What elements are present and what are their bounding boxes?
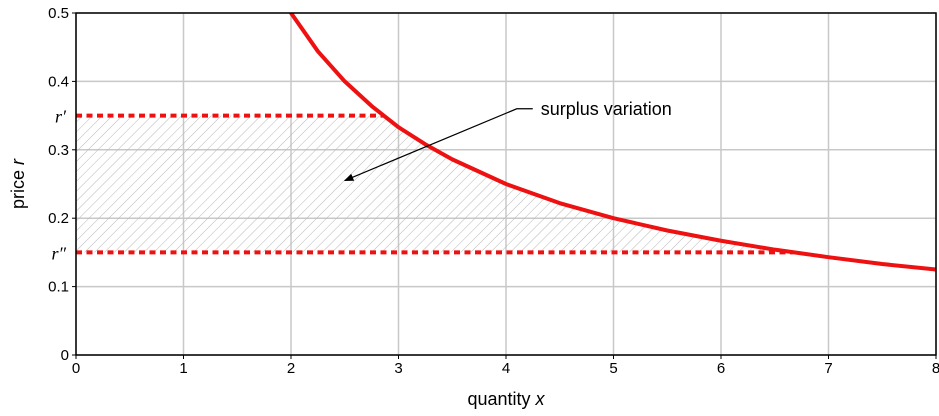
x-tick-label: 7	[824, 360, 832, 377]
annotation-label: surplus variation	[541, 99, 672, 119]
y-tick-label: 0.1	[48, 279, 69, 296]
price-level-label: r′	[55, 107, 67, 127]
y-tick-label: 0.3	[48, 142, 69, 159]
demand-curve-layer	[289, 13, 936, 272]
surplus-region	[76, 115, 795, 253]
x-tick-label: 1	[179, 360, 187, 377]
price-level-label: r″	[51, 243, 66, 263]
x-tick-label: 4	[502, 360, 510, 377]
x-tick-label: 5	[609, 360, 617, 377]
y-tick-label: 0.5	[48, 5, 69, 22]
x-tick-label: 3	[394, 360, 402, 377]
y-tick-label: 0.2	[48, 210, 69, 227]
demand-curve	[289, 13, 936, 272]
x-tick-label: 6	[717, 360, 725, 377]
tick-labels: 0 1 2 3 4 5 6 7 8 0 0.1 0.2 0.3 0.4 0.5	[48, 5, 939, 377]
x-tick-label: 8	[932, 360, 939, 377]
annotation-layer: surplus variation	[343, 99, 672, 182]
y-axis-title: price r	[8, 158, 28, 209]
x-tick-label: 2	[287, 360, 295, 377]
y-tick-label: 0	[61, 347, 69, 364]
y-tick-label: 0.4	[48, 73, 69, 90]
surplus-hatched-area	[76, 115, 795, 253]
axis-titles: quantity x price r	[8, 158, 546, 409]
x-axis-title: quantity x	[467, 389, 545, 409]
annotation-arrow	[343, 108, 533, 182]
x-tick-label: 0	[72, 360, 80, 377]
price-levels: r′ r″	[51, 107, 793, 263]
